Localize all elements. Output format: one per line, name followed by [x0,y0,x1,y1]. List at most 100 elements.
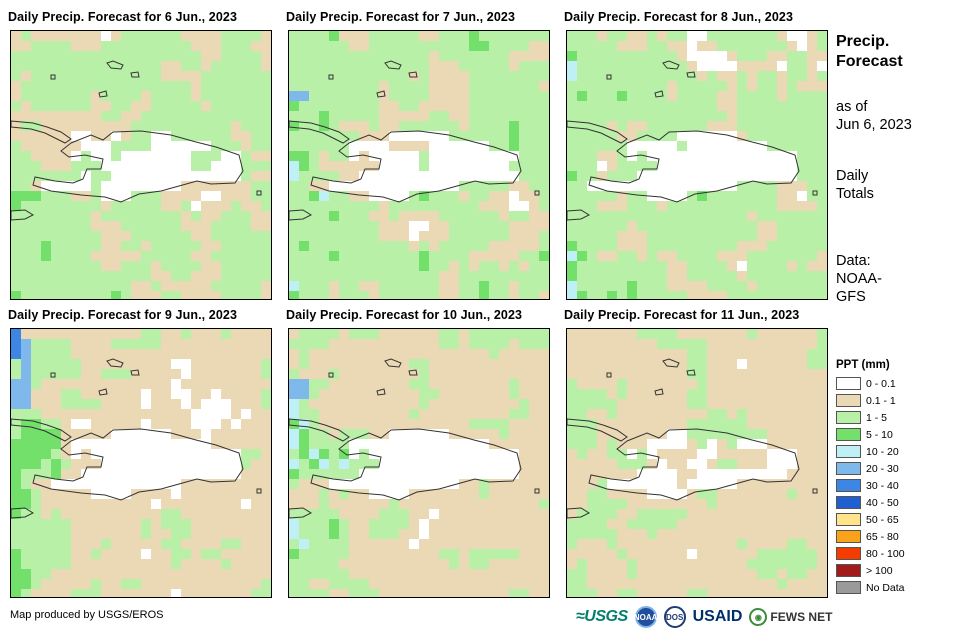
precip-cell [597,429,607,439]
precip-cell [121,41,131,51]
precip-cell [667,329,677,339]
precip-cell [627,171,637,181]
precip-cell [51,469,61,479]
precip-cell [51,399,61,409]
precip-cell [211,61,221,71]
precip-cell [131,161,141,171]
precip-cell [131,389,141,399]
precip-cell [587,549,597,559]
precip-cell [261,111,271,121]
precip-cell [797,469,807,479]
precip-cell [529,191,539,201]
precip-cell [577,211,587,221]
precip-cell [519,71,529,81]
precip-cell [131,211,141,221]
precip-cell [299,221,309,231]
precip-cell [191,489,201,499]
precip-cell [261,369,271,379]
precip-cell [627,369,637,379]
precip-cell [567,449,577,459]
precip-cell [91,61,101,71]
precip-cell [289,409,299,419]
precip-cell [459,379,469,389]
precip-cell [141,499,151,509]
precip-cell [787,281,797,291]
precip-cell [379,71,389,81]
precip-cell [657,181,667,191]
precip-cell [469,291,479,299]
precip-cell [647,281,657,291]
precip-cell [439,141,449,151]
precip-cell [221,539,231,549]
precip-cell [389,121,399,131]
precip-cell [667,251,677,261]
precip-cell [587,211,597,221]
precip-cell [577,161,587,171]
precip-cell [399,499,409,509]
precip-cell [121,469,131,479]
precip-cell [309,221,319,231]
precip-cell [121,191,131,201]
precip-cell [339,409,349,419]
precip-cell [191,231,201,241]
precip-cell [319,389,329,399]
precip-cell [51,161,61,171]
precip-cell [687,211,697,221]
precip-cell [627,409,637,419]
precip-cell [121,241,131,251]
precip-cell [419,171,429,181]
precip-cell [21,569,31,579]
precip-cell [529,469,539,479]
precip-cell [151,339,161,349]
precip-cell [111,539,121,549]
precip-cell [181,429,191,439]
coastline-outline [289,120,350,144]
precip-cell [201,349,211,359]
precip-cell [141,449,151,459]
precip-cell [329,419,339,429]
precip-cell [817,479,827,489]
precip-cell [309,121,319,131]
precip-cell [777,241,787,251]
precip-cell [737,261,747,271]
precip-cell [101,409,111,419]
precip-cell [617,181,627,191]
precip-cell [171,399,181,409]
precip-cell [449,539,459,549]
precip-cell [439,349,449,359]
precip-cell [349,429,359,439]
precip-cell [151,419,161,429]
precip-cell [519,211,529,221]
precip-cell [747,151,757,161]
precip-cell [409,559,419,569]
precip-cell [171,121,181,131]
precip-cell [747,281,757,291]
precip-cell [757,221,767,231]
precip-cell [657,81,667,91]
precip-cell [577,131,587,141]
precip-cell [587,519,597,529]
precip-cell [727,151,737,161]
precip-cell [737,399,747,409]
precip-cell [41,291,51,299]
precip-cell [409,529,419,539]
precip-cell [359,271,369,281]
precip-cell [191,51,201,61]
precip-cell [261,51,271,61]
precip-cell [121,349,131,359]
precip-cell [11,91,21,101]
precip-cell [429,569,439,579]
precip-cell [787,121,797,131]
precip-cell [121,181,131,191]
precip-cell [191,529,201,539]
precip-cell [121,339,131,349]
precip-cell [747,439,757,449]
precip-cell [339,51,349,61]
precip-cell [201,549,211,559]
precip-cell [519,489,529,499]
precip-cell [121,329,131,339]
precip-cell [231,409,241,419]
precip-cell [289,251,299,261]
precip-cell [389,231,399,241]
precip-cell [151,221,161,231]
